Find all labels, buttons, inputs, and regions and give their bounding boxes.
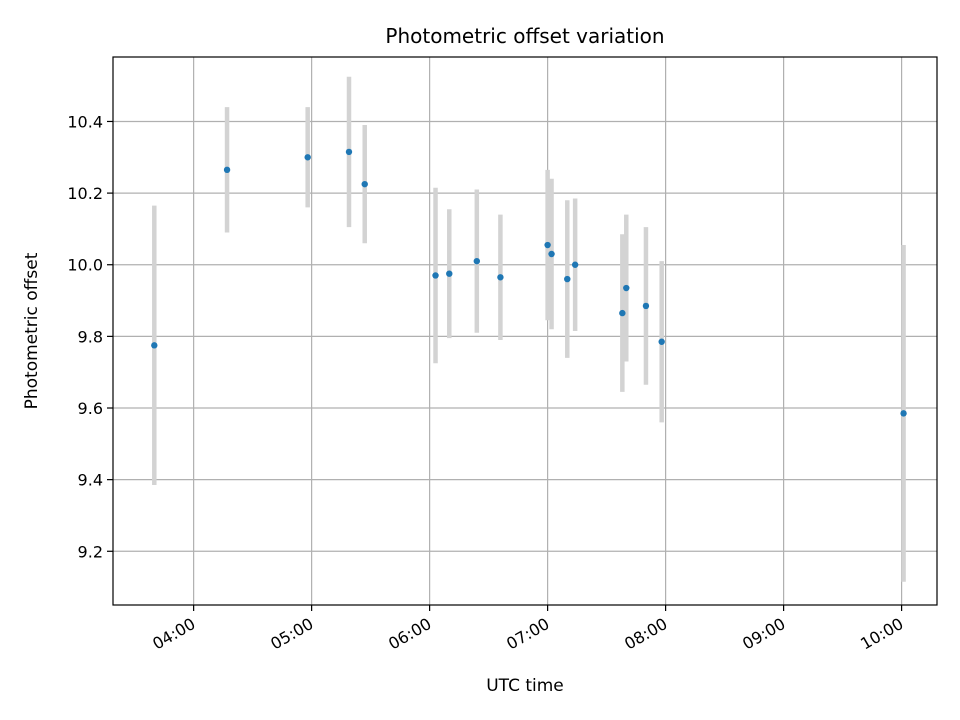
y-tick-label: 9.8 [78, 327, 103, 346]
y-axis-label: Photometric offset [22, 252, 42, 409]
plot-area [113, 57, 937, 605]
chart-title: Photometric offset variation [385, 24, 664, 48]
data-point [151, 342, 158, 349]
data-point [361, 180, 368, 188]
data-point [564, 275, 571, 283]
plot-frame [112, 56, 938, 606]
data-point [432, 272, 439, 279]
data-point [900, 410, 907, 417]
data-point [658, 338, 665, 345]
y-axis-ticks: 9.2 9.4 9.6 9.8 10.0 10.2 10.4 [67, 112, 113, 561]
data-point [544, 241, 551, 249]
grid [113, 57, 937, 605]
data-points [151, 148, 907, 417]
data-point [619, 309, 626, 317]
data-point [623, 284, 630, 292]
data-point [571, 261, 579, 268]
y-tick-label: 9.2 [78, 542, 103, 561]
data-point [446, 270, 453, 277]
data-point [548, 250, 555, 258]
data-point [345, 148, 353, 156]
y-tick-label: 10.2 [67, 184, 103, 203]
data-point [642, 302, 650, 310]
y-tick-label: 9.4 [78, 471, 103, 490]
x-axis-label: UTC time [486, 676, 564, 696]
data-point [223, 166, 231, 174]
data-point [473, 257, 481, 265]
data-point [304, 154, 311, 161]
y-tick-label: 10.0 [67, 256, 103, 275]
data-point [497, 274, 504, 281]
y-tick-label: 10.4 [67, 112, 103, 131]
y-tick-label: 9.6 [78, 399, 103, 418]
